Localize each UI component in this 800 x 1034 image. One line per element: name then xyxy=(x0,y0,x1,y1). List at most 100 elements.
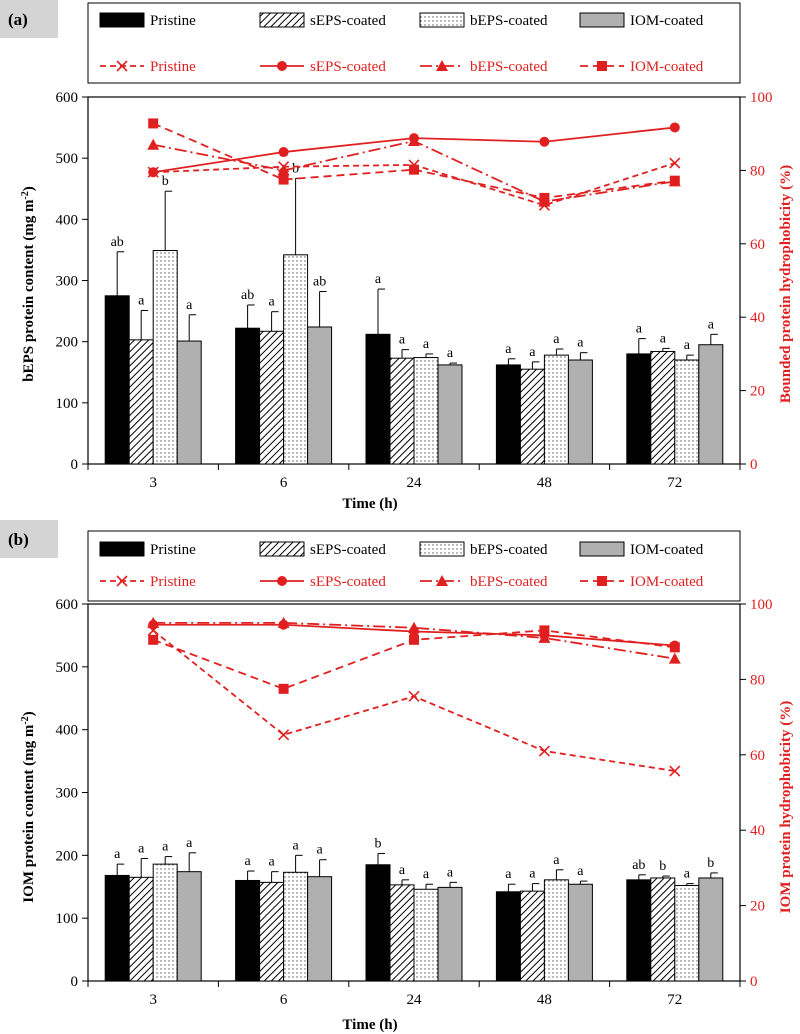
panel-b-bar-beps-coated xyxy=(413,888,439,982)
panel-b-y2-tick-label: 60 xyxy=(750,748,765,764)
panel-b-significance-label: a xyxy=(268,855,275,870)
panel-a-bar-seps-coated xyxy=(259,330,285,465)
panel-a-y2-tick-label: 40 xyxy=(750,310,765,326)
panel-b-significance-label: a xyxy=(577,864,584,879)
panel-b-x-tick-label: 24 xyxy=(407,992,423,1008)
panel-b-label-box xyxy=(0,520,58,558)
panel-a-marker-beps-coated xyxy=(147,138,160,150)
panel-a-label: (a) xyxy=(8,10,28,29)
panel-b-y-tick-label: 100 xyxy=(56,911,79,927)
panel-a-bar-seps-coated xyxy=(650,350,676,465)
panel-a-bar-pristine xyxy=(104,295,130,465)
panel-a-bar-seps-coated xyxy=(128,339,154,465)
panel-b-y-tick-label: 600 xyxy=(56,597,79,613)
panel-a-marker-seps-coated xyxy=(148,167,159,178)
panel-b-significance-label: a xyxy=(186,836,193,851)
panel-a-legend-swatch-seps-coated xyxy=(259,12,305,28)
panel-a-x-tick-label: 6 xyxy=(280,475,288,491)
panel-a-significance-label: a xyxy=(553,332,560,347)
panel-a-legend-marker-seps-coated xyxy=(277,61,287,71)
panel-a-legend-label-beps-coated: bEPS-coated xyxy=(470,13,548,29)
panel-b-legend-line-label-beps-coated: bEPS-coated xyxy=(470,574,548,590)
panel-b-significance-label: a xyxy=(684,867,691,882)
panel-a-bar-beps-coated xyxy=(283,254,309,465)
panel-b-legend-line-label-iom-coated: IOM-coated xyxy=(630,574,704,590)
panel-a-y-axis-title: bEPS protein content (mg m-2) xyxy=(20,186,37,382)
panel-a-bar-beps-coated xyxy=(674,359,700,465)
panel-b-marker-iom-coated xyxy=(539,625,550,636)
panel-a-marker-beps-coated xyxy=(408,135,420,147)
panel-b-marker-iom-coated xyxy=(669,642,680,653)
panel-a-significance-label: a xyxy=(186,298,193,313)
panel-a-y-tick-label: 100 xyxy=(56,396,79,412)
panel-b-marker-pristine xyxy=(408,690,420,702)
panel-a-y-tick-label: 500 xyxy=(56,151,79,167)
panel-a-legend-swatch-iom-coated xyxy=(579,12,625,28)
panel-b-bar-iom-coated xyxy=(698,877,724,982)
panel-b-legend-marker-pristine xyxy=(116,575,128,587)
panel-b-legend-marker-seps-coated xyxy=(277,576,287,586)
panel-b-legend-label-iom-coated: IOM-coated xyxy=(630,542,704,558)
panel-a-y2-axis-title: Bounded protein hydrophobicity (%) xyxy=(778,165,794,403)
panel-a-y2-tick-label: 20 xyxy=(750,384,765,400)
panel-a-y-tick-label: 200 xyxy=(56,335,79,351)
panel-a-line-iom-coated xyxy=(152,122,675,199)
panel-b-marker-iom-coated xyxy=(409,634,419,645)
panel-a-significance-label: a xyxy=(268,295,275,310)
panel-b-y-tick-label: 400 xyxy=(56,723,79,739)
panel-a-legend-line-label-iom-coated: IOM-coated xyxy=(630,59,704,75)
panel-b-bar-seps-coated xyxy=(389,884,415,982)
panel-a-marker-iom-coated xyxy=(409,164,419,175)
panel-b-bar-beps-coated xyxy=(674,884,700,982)
panel-a-bar-pristine xyxy=(365,333,391,465)
panel-a-label-box xyxy=(0,0,58,38)
panel-b-y2-tick-label: 40 xyxy=(750,823,765,839)
panel-b-legend-marker-iom-coated xyxy=(597,576,607,586)
panel-b-y-tick-label: 500 xyxy=(56,660,79,676)
panel-b-significance-label: a xyxy=(529,867,536,882)
panel-a-legend-marker-iom-coated xyxy=(597,61,607,71)
panel-a-marker-seps-coated xyxy=(539,136,550,147)
panel-b-bar-seps-coated xyxy=(519,890,545,982)
panel-b-bar-pristine xyxy=(365,864,391,982)
panel-a-x-axis-title: Time (h) xyxy=(342,496,397,512)
panel-b-y2-tick-label: 20 xyxy=(750,899,765,915)
panel-b-legend-label-beps-coated: bEPS-coated xyxy=(470,542,548,558)
panel-b-marker-pristine-stroke-2 xyxy=(538,745,550,757)
panel-a-marker-pristine xyxy=(669,157,681,169)
panel-a-marker-pristine-stroke-2 xyxy=(669,157,681,169)
panel-a-significance-label: b xyxy=(162,174,169,189)
panel-b-bar-seps-coated xyxy=(650,877,676,982)
panel-b-significance-label: b xyxy=(659,859,666,874)
panel-a-marker-seps-coated xyxy=(669,122,680,133)
panel-a-significance-label: a xyxy=(138,293,145,308)
panel-b-significance-label: a xyxy=(505,867,512,882)
panel-b-significance-label: b xyxy=(707,856,714,871)
panel-b-legend-label-seps-coated: sEPS-coated xyxy=(310,542,386,558)
panel-b-marker-beps-coated xyxy=(668,652,681,664)
panel-a-marker-iom-coated xyxy=(669,175,680,186)
panel-a-bar-pristine xyxy=(495,364,521,465)
panel-b-x-tick-label: 6 xyxy=(280,992,288,1008)
panel-b-bar-beps-coated xyxy=(543,879,569,982)
panel-a-legend-marker-pristine-stroke-2 xyxy=(116,60,128,72)
panel-a-significance-label: a xyxy=(375,272,382,287)
panel-a-significance-label: a xyxy=(636,322,643,337)
panel-b-y2-tick-label: 100 xyxy=(750,597,773,613)
panel-b-marker-iom-coated xyxy=(278,683,289,694)
panel-a-significance-label: b xyxy=(292,161,299,176)
panel-b-legend-label-pristine: Pristine xyxy=(150,542,196,558)
panel-a-y2-tick-label: 80 xyxy=(750,163,765,179)
panel-a-y2-tick-label: 60 xyxy=(750,237,765,253)
panel-b-marker-pristine xyxy=(669,765,681,777)
panel-b-legend-swatch-seps-coated xyxy=(259,541,305,557)
panel-b-marker-iom-coated xyxy=(148,634,159,645)
panel-a-marker-iom-coated xyxy=(148,118,159,129)
panel-a: (a) Time (h) bEPS protein content (mg m-… xyxy=(0,0,794,512)
panel-b-bar-seps-coated xyxy=(259,881,285,982)
panel-b-bar-pristine xyxy=(235,879,261,982)
panel-a-bar-beps-coated xyxy=(543,354,569,465)
panel-a-bar-beps-coated xyxy=(413,357,439,465)
panel-a-bar-iom-coated xyxy=(307,326,333,465)
